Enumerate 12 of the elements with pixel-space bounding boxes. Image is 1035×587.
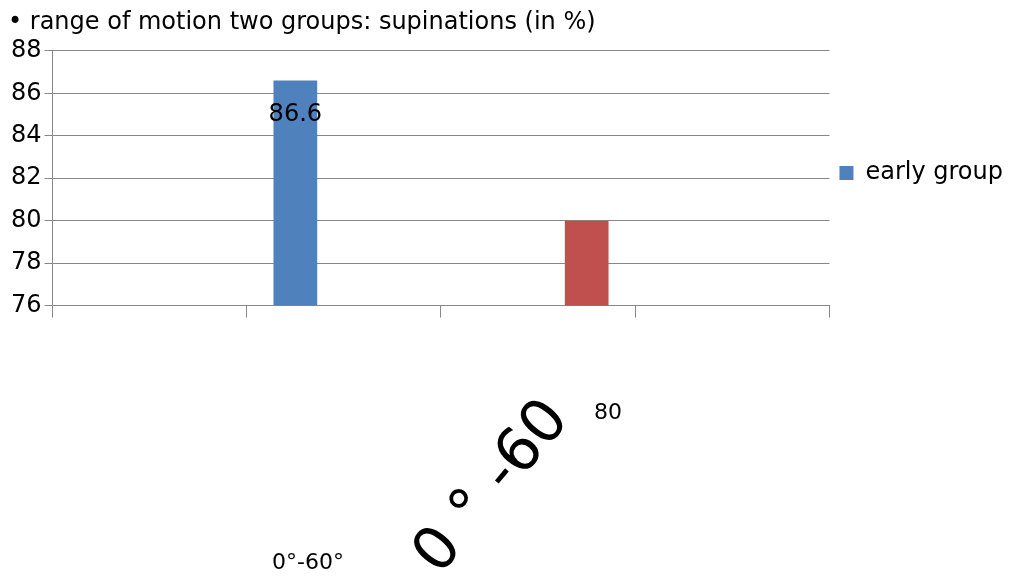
y-tick-label: 76 <box>10 289 42 318</box>
y-tick-label: 78 <box>10 247 42 276</box>
text: 0 ° -60 <box>396 383 582 586</box>
legend-label: early group <box>865 157 1003 186</box>
chart-title: • range of motion two groups: supinations (in %) <box>8 6 596 35</box>
text: 0°-60° <box>272 548 344 574</box>
y-tick-label: 84 <box>10 119 42 148</box>
y-tick-label: 86 <box>10 77 42 106</box>
y-tick-label: 80 <box>10 204 42 233</box>
y-tick-label: 82 <box>10 162 42 191</box>
y-tick-label: 88 <box>10 35 42 64</box>
text: 80 <box>594 398 622 424</box>
